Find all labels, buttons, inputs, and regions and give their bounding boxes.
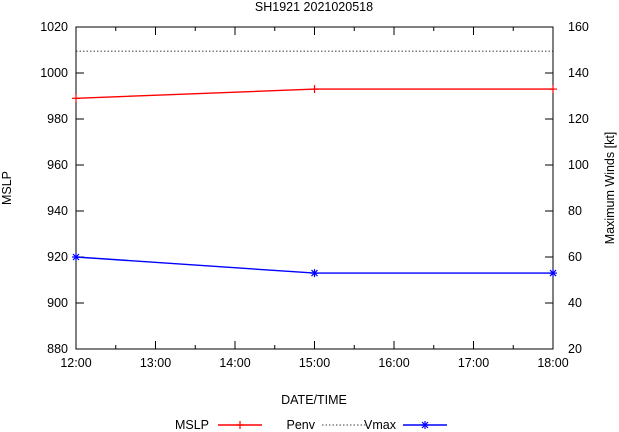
legend-marker-mslp <box>236 421 244 429</box>
legend-label-vmax: Vmax <box>364 418 397 432</box>
y-left-tick-label: 900 <box>47 296 68 310</box>
data-point-penv-1 <box>310 85 319 94</box>
x-tick-label: 14:00 <box>219 356 250 370</box>
y-right-tick-label: 100 <box>568 158 589 172</box>
x-tick-label: 13:00 <box>140 356 171 370</box>
y-right-tick-label: 40 <box>568 296 582 310</box>
y-left-tick-label: 1000 <box>40 66 68 80</box>
y-right-tick-label: 120 <box>568 112 589 126</box>
x-axis-label: DATE/TIME <box>281 393 347 407</box>
data-point-vmax-3 <box>72 253 80 261</box>
x-tick-label: 15:00 <box>299 356 330 370</box>
data-point-vmax-3-d2 <box>311 269 318 277</box>
data-point-vmax-3 <box>549 269 557 278</box>
plot-frame <box>75 26 554 350</box>
y-right-tick-label: 160 <box>568 20 589 34</box>
chart-title: SH1921 2021020518 <box>255 0 373 14</box>
data-point-vmax-3-d2 <box>72 253 80 261</box>
y-axis-right-label: Maximum Winds [kt] <box>603 132 617 245</box>
data-point-vmax-3 <box>310 269 319 278</box>
y-left-tick-label: 940 <box>47 204 68 218</box>
x-tick-label: 16:00 <box>378 356 409 370</box>
right-axis-tick-labels: 20 40 60 80 100 120 140 160 <box>568 20 589 356</box>
legend: MSLP Penv Vmax <box>175 418 447 432</box>
data-point-penv-1 <box>549 85 557 94</box>
y-axis-left-label: MSLP <box>0 171 14 205</box>
left-axis-tick-labels: 880 900 920 940 960 980 1000 1020 <box>40 20 68 356</box>
x-tick-label: 18:00 <box>537 356 568 370</box>
y-right-tick-label: 80 <box>568 204 582 218</box>
legend-marker-vmax-d2 <box>421 421 429 429</box>
y-right-tick-label: 20 <box>568 342 582 356</box>
legend-label-penv: Penv <box>287 418 316 432</box>
y-left-tick-label: 980 <box>47 112 68 126</box>
y-left-tick-label: 920 <box>47 250 68 264</box>
y-left-tick-label: 880 <box>47 342 68 356</box>
y-left-tick-label: 960 <box>47 158 68 172</box>
x-tick-label: 17:00 <box>458 356 489 370</box>
axis-ticks <box>75 26 554 350</box>
data-point-vmax-3-d2 <box>549 269 557 277</box>
data-point-penv-1 <box>72 94 80 103</box>
legend-marker-vmax <box>421 421 429 429</box>
y-left-tick-label: 1020 <box>40 20 68 34</box>
legend-label-mslp: MSLP <box>175 418 209 432</box>
y-right-tick-label: 60 <box>568 250 582 264</box>
x-tick-label: 12:00 <box>60 356 91 370</box>
y-right-tick-label: 140 <box>568 66 589 80</box>
x-axis-tick-labels: 12:00 13:00 14:00 15:00 16:00 17:00 18:00 <box>60 356 568 370</box>
series-layer <box>72 50 557 278</box>
